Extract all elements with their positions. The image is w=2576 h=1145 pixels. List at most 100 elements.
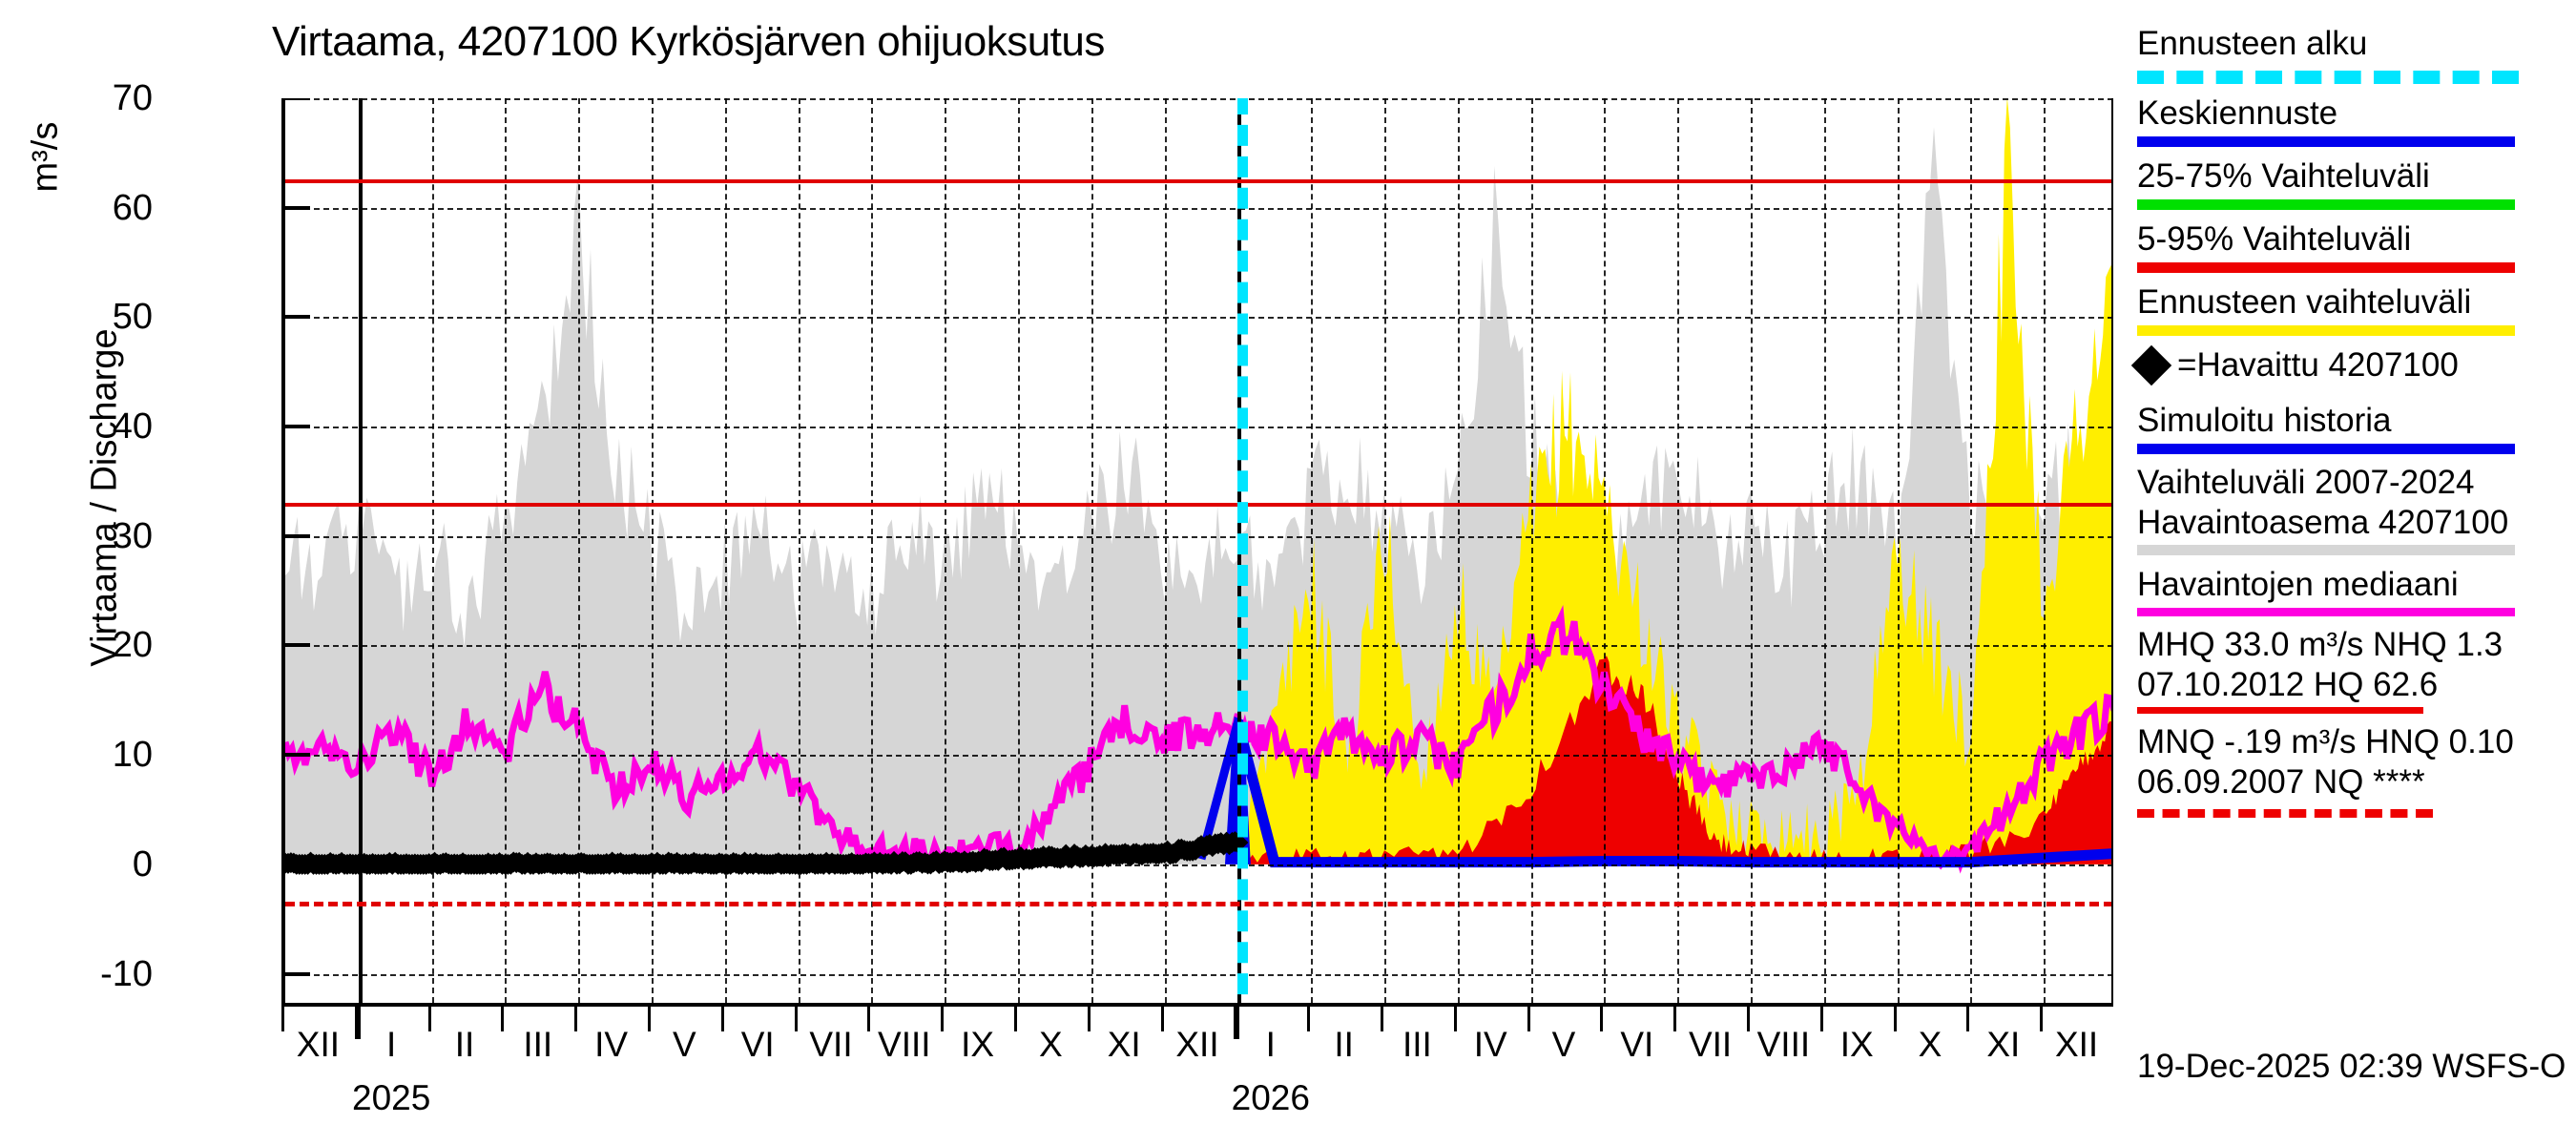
x-tick-mark (794, 1007, 798, 1031)
chart-data-layer (285, 98, 2113, 875)
x-tick-mark (1160, 1007, 1164, 1031)
legend-swatch-band-5-95 (2137, 262, 2515, 273)
plot-area (281, 98, 2113, 1007)
legend-label-mnq-line1: MNQ -.19 m³/s HNQ 0.10 (2137, 723, 2514, 760)
gridline-vertical (505, 98, 508, 1003)
x-tick-mark (1673, 1007, 1677, 1031)
x-tick-mark (1307, 1007, 1311, 1031)
x-month-label: VII (1688, 1025, 1733, 1064)
legend-swatch-band-25-75 (2137, 199, 2515, 210)
legend-label-band-5-95: 5-95% Vaihteluväli (2137, 220, 2412, 258)
gridline-vertical (1970, 98, 1973, 1003)
gridline-vertical (578, 98, 581, 1003)
gridline-horizontal (285, 98, 2113, 100)
y-tick-mark (285, 425, 310, 429)
y-tick-mark (285, 205, 310, 210)
gridline-horizontal (285, 317, 2113, 320)
x-month-label: XI (1107, 1025, 1141, 1064)
x-month-label: IX (961, 1025, 995, 1064)
gridline-vertical (1604, 98, 1607, 1003)
x-tick-mark (1527, 1007, 1530, 1031)
gridline-vertical (1823, 98, 1826, 1003)
band-5-95 (1237, 656, 2113, 864)
x-tick-mark (648, 1007, 651, 1031)
legend-item-mnq: MNQ -.19 m³/s HNQ 0.10 06.09.2007 NQ ***… (2137, 722, 2566, 818)
legend-label-band-25-75: 25-75% Vaihteluväli (2137, 157, 2430, 195)
gridline-horizontal (285, 535, 2113, 538)
legend-swatch-forecast-start (2137, 71, 2519, 84)
legend-item-observed-median: Havaintojen mediaani (2137, 564, 2566, 616)
x-tick-mark (574, 1007, 578, 1031)
legend-label-forecast-start: Ennusteen alku (2137, 25, 2368, 62)
gridline-vertical (1018, 98, 1020, 1003)
legend-item-forecast-start: Ennusteen alku (2137, 23, 2566, 84)
legend-spacer (2137, 386, 2566, 400)
gridline-horizontal (285, 864, 2113, 866)
x-tick-mark (1893, 1007, 1897, 1031)
gridline-vertical (1897, 98, 1900, 1003)
legend-item-band-25-75: 25-75% Vaihteluväli (2137, 156, 2566, 210)
gridline-vertical (1751, 98, 1753, 1003)
x-month-label: IV (1473, 1025, 1507, 1064)
x-tick-mark (1453, 1007, 1457, 1031)
gridline-vertical (724, 98, 727, 1003)
legend-swatch-forecast-range (2137, 325, 2515, 336)
y-tick-mark (285, 971, 310, 976)
chart-title: Virtaama, 4207100 Kyrkösjärven ohijuoksu… (272, 18, 1105, 65)
x-axis: XII I II III IV V VI VII VIII IX X XI XII I II III IV V VI… (281, 1007, 2115, 1117)
x-month-label: XI (1986, 1025, 2021, 1064)
x-year-label: 2026 (1231, 1078, 1310, 1117)
x-month-label: V (1551, 1025, 1576, 1064)
x-tick-mark (281, 1007, 284, 1031)
y-tick-label: 20 (112, 625, 153, 666)
diamond-icon (2130, 344, 2172, 386)
legend-label-simulated-history: Simuloitu historia (2137, 402, 2392, 439)
y-tick-label: 70 (112, 78, 153, 118)
gridline-vertical (431, 98, 434, 1003)
y-tick-label: 30 (112, 515, 153, 556)
render-timestamp: 19-Dec-2025 02:39 WSFS-O (2137, 1048, 2566, 1085)
y-tick-label: 0 (132, 843, 153, 885)
x-month-label: I (386, 1025, 397, 1064)
legend-item-historic-range: Vaihteluväli 2007-2024 Havaintoasema 420… (2137, 463, 2566, 555)
observed-markers (285, 831, 1249, 875)
x-tick-mark (354, 1007, 361, 1039)
x-month-label: II (1334, 1025, 1354, 1064)
x-month-label: XII (296, 1025, 341, 1064)
legend-label-observed: =Havaittu 4207100 (2177, 346, 2459, 384)
reference-line-nq (285, 901, 2113, 906)
x-tick-mark (720, 1007, 724, 1031)
gridline-horizontal (285, 973, 2113, 976)
y-tick-label: 40 (112, 406, 153, 448)
y-tick-label: 10 (112, 735, 153, 776)
x-month-label: III (523, 1025, 553, 1064)
gridline-horizontal (285, 755, 2113, 758)
x-tick-mark (867, 1007, 871, 1031)
x-month-label: VI (740, 1025, 775, 1064)
legend-label-mnq-line2: 06.09.2007 NQ **** (2137, 763, 2425, 801)
y-tick-label: -10 (100, 953, 153, 994)
plot-right-border (2111, 98, 2113, 1007)
gridline-vertical (1164, 98, 1167, 1003)
x-month-label: IX (1839, 1025, 1874, 1064)
x-month-label: VII (809, 1025, 853, 1064)
mean-forecast-line (1233, 720, 2113, 868)
x-month-label: XII (1175, 1025, 1219, 1064)
x-month-label: X (1039, 1025, 1063, 1064)
forecast-start-line (1237, 98, 1249, 1003)
gridline-vertical (358, 98, 363, 1003)
x-month-label: III (1402, 1025, 1432, 1064)
y-tick-labels: 70 60 50 40 30 20 10 0 -10 (29, 0, 153, 1145)
x-tick-mark (501, 1007, 505, 1031)
x-month-label: VIII (1756, 1025, 1811, 1064)
legend-item-simulated-history: Simuloitu historia (2137, 400, 2566, 454)
legend-swatch-historic-range (2137, 545, 2515, 555)
legend-label-mhq-line2: 07.10.2012 HQ 62.6 (2137, 666, 2439, 703)
legend-label-forecast-range: Ennusteen vaihteluväli (2137, 283, 2472, 321)
x-tick-mark (1966, 1007, 1970, 1031)
gridline-horizontal (285, 207, 2113, 210)
x-tick-mark (1014, 1007, 1017, 1031)
x-tick-mark (427, 1007, 431, 1031)
gridline-vertical (1457, 98, 1460, 1003)
gridline-vertical (945, 98, 947, 1003)
